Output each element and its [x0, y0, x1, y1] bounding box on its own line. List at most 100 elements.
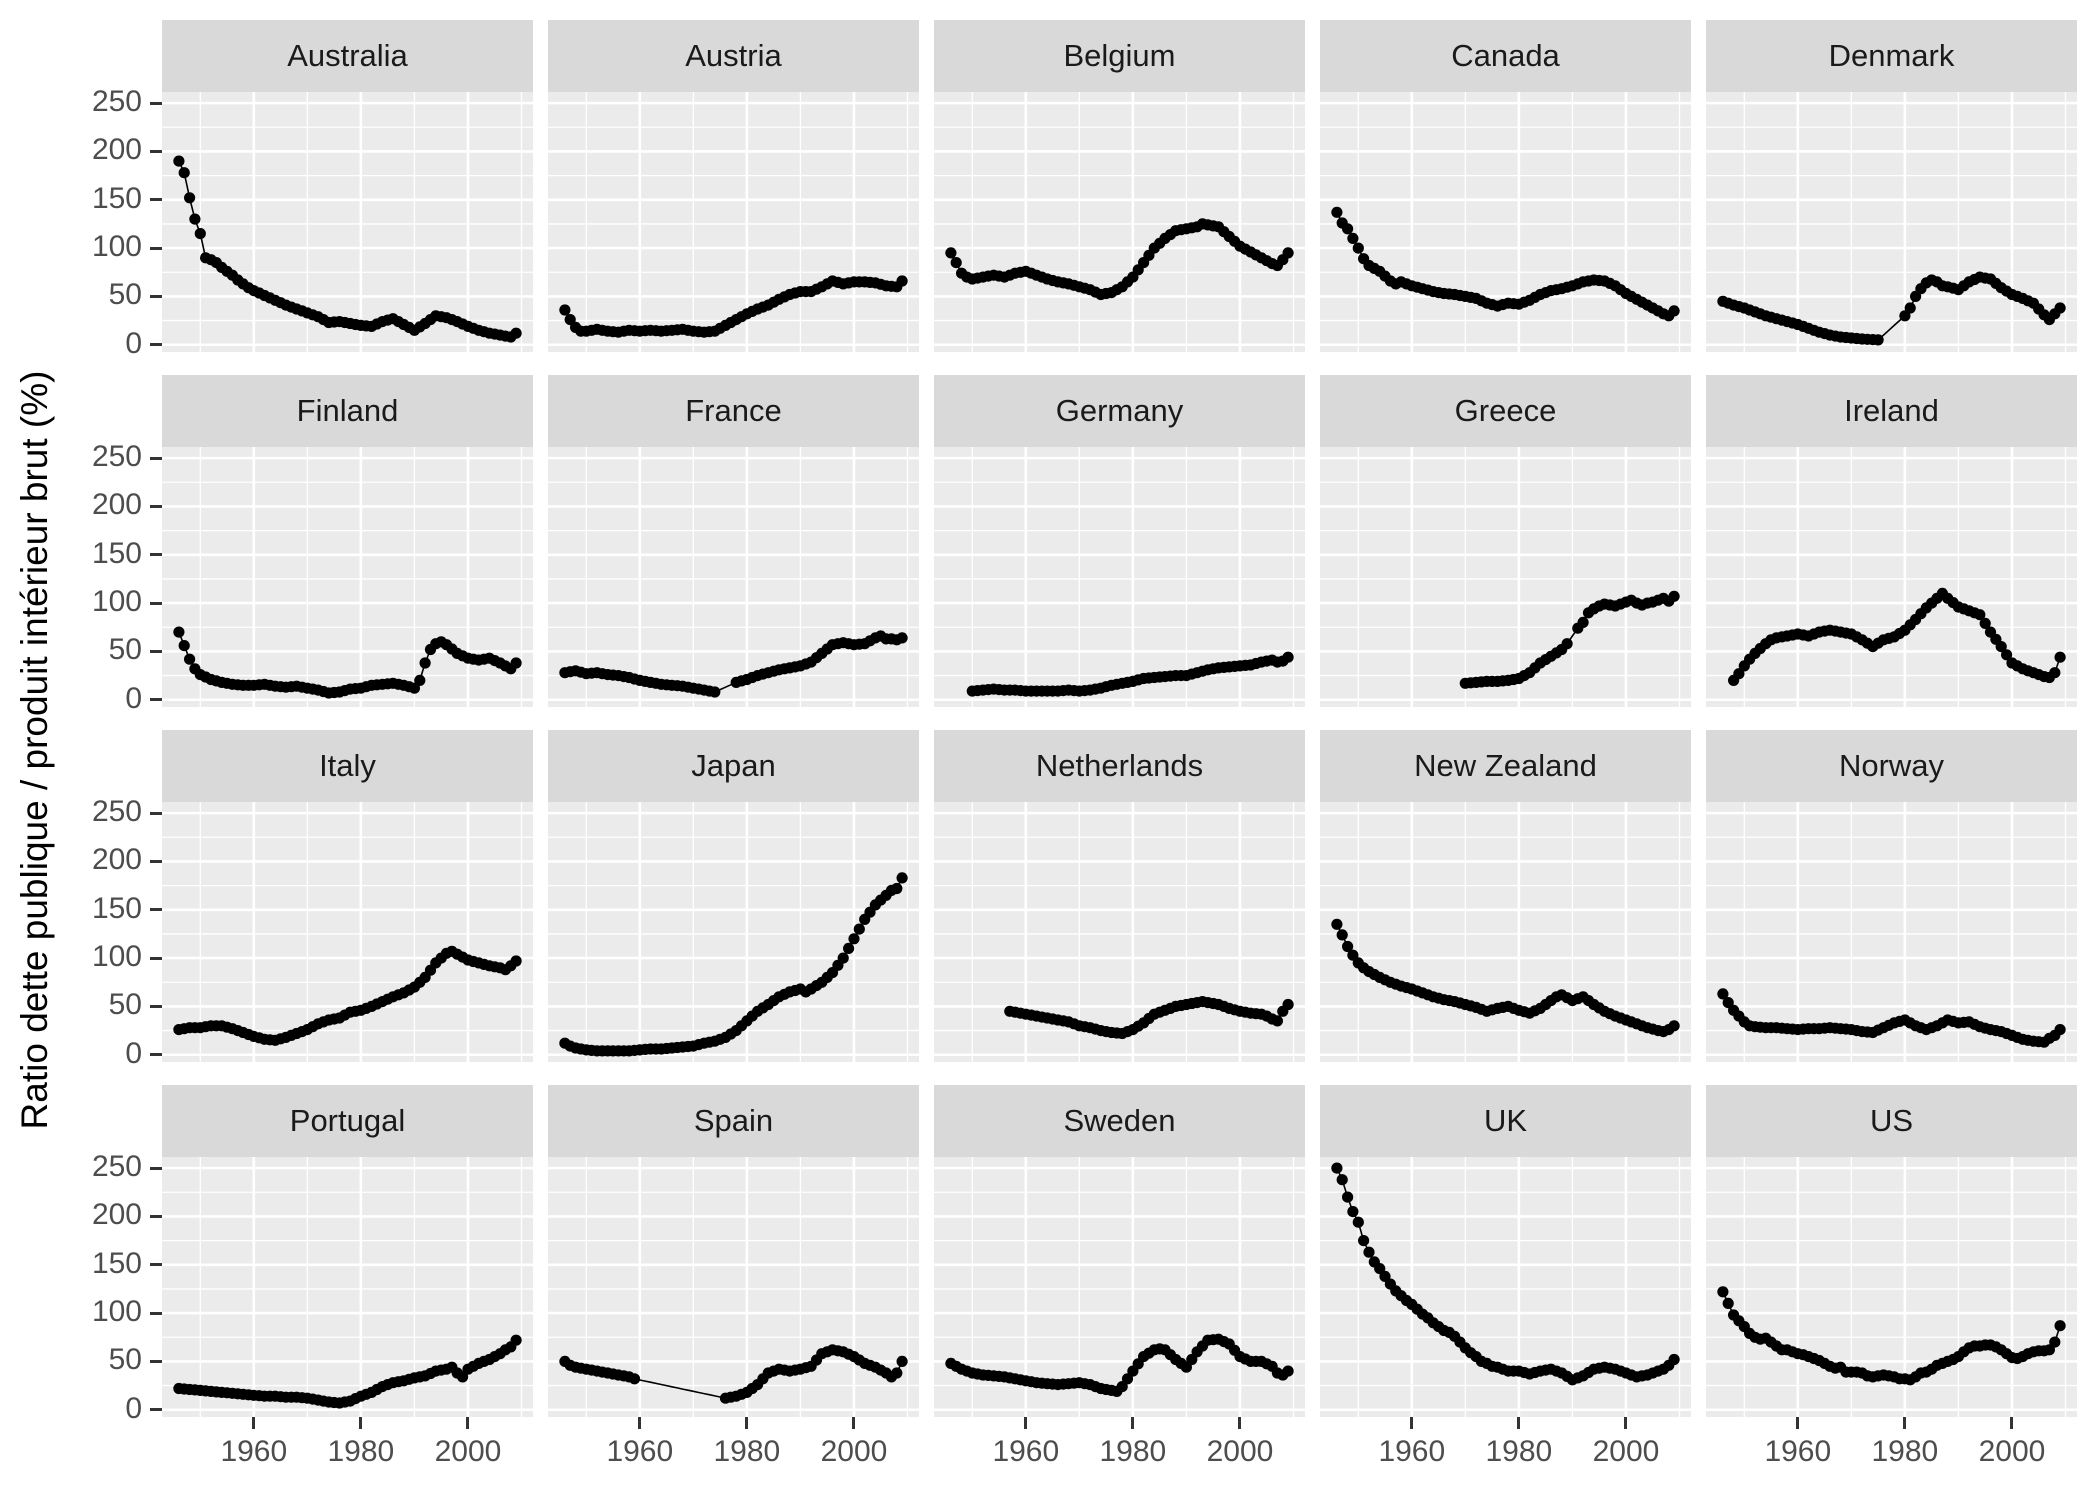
y-axis-tick: [150, 456, 162, 460]
x-axis-tick: [466, 1417, 470, 1429]
x-tick-label: 1960: [606, 1435, 674, 1468]
x-tick-label: 1980: [1099, 1435, 1167, 1468]
facet-title: US: [1869, 1103, 1914, 1138]
x-axis-tick: [638, 1417, 642, 1429]
facet-strip-austria: Austria: [548, 20, 919, 92]
y-tick-label: 50: [108, 633, 142, 667]
x-axis-tick: [252, 1417, 256, 1429]
facet-panel-belgium: [934, 92, 1305, 352]
y-tick-label: 50: [108, 278, 142, 312]
x-tick-label: 2000: [1592, 1435, 1660, 1468]
y-axis-tick: [150, 1263, 162, 1267]
y-tick-label: 150: [91, 181, 142, 215]
x-axis-tick: [1903, 1417, 1907, 1429]
facet-strip-norway: Norway: [1706, 730, 2077, 802]
facet-strip-uk: UK: [1320, 1085, 1691, 1157]
facet-panel-us: [1706, 1157, 2077, 1417]
facet-panel-greece: [1320, 447, 1691, 707]
y-axis-tick: [150, 101, 162, 105]
x-tick-label: 2000: [820, 1435, 888, 1468]
x-axis-tick: [745, 1417, 749, 1429]
x-axis-tick: [1024, 1417, 1028, 1429]
y-tick-label: 0: [125, 681, 142, 715]
facet-panel-denmark: [1706, 92, 2077, 352]
y-tick-label: 50: [108, 1343, 142, 1377]
facet-title: UK: [1483, 1103, 1528, 1138]
facet-title: Norway: [1838, 748, 1945, 783]
x-tick-label: 1960: [1378, 1435, 1446, 1468]
y-axis-tick: [150, 553, 162, 557]
facet-title: Spain: [693, 1103, 774, 1138]
facet-panel-portugal: [162, 1157, 533, 1417]
facet-strip-netherlands: Netherlands: [934, 730, 1305, 802]
facet-title: Australia: [287, 38, 408, 73]
facet-title: Portugal: [289, 1103, 406, 1138]
y-axis-tick: [150, 294, 162, 298]
facet-title: Japan: [691, 748, 776, 783]
facet-panel-france: [548, 447, 919, 707]
y-tick-label: 150: [91, 1246, 142, 1280]
y-axis-tick: [150, 504, 162, 508]
facet-panel-canada: [1320, 92, 1691, 352]
y-tick-label: 50: [108, 988, 142, 1022]
y-tick-label: 250: [91, 1150, 142, 1184]
facet-strip-portugal: Portugal: [162, 1085, 533, 1157]
facet-panel-germany: [934, 447, 1305, 707]
facet-strip-italy: Italy: [162, 730, 533, 802]
facet-title: Finland: [296, 393, 399, 428]
facet-panel-finland: [162, 447, 533, 707]
facet-strip-belgium: Belgium: [934, 20, 1305, 92]
facet-strip-us: US: [1706, 1085, 2077, 1157]
x-tick-label: 2000: [434, 1435, 502, 1468]
y-tick-label: 150: [91, 536, 142, 570]
y-tick-label: 200: [91, 133, 142, 167]
facet-title: Denmark: [1828, 38, 1955, 73]
facet-title: Sweden: [1063, 1103, 1176, 1138]
y-tick-label: 100: [91, 585, 142, 619]
x-axis-tick: [1410, 1417, 1414, 1429]
y-axis-tick: [150, 1408, 162, 1412]
facet-title: Greece: [1454, 393, 1557, 428]
facet-strip-greece: Greece: [1320, 375, 1691, 447]
y-axis-tick: [150, 198, 162, 202]
x-axis-tick: [359, 1417, 363, 1429]
y-tick-label: 0: [125, 1036, 142, 1070]
facet-strip-australia: Australia: [162, 20, 533, 92]
facet-panel-ireland: [1706, 447, 2077, 707]
x-tick-label: 2000: [1206, 1435, 1274, 1468]
x-tick-label: 1980: [1485, 1435, 1553, 1468]
x-tick-label: 1960: [1764, 1435, 1832, 1468]
x-axis-tick: [1131, 1417, 1135, 1429]
y-axis-tick: [150, 1359, 162, 1363]
facet-title: Germany: [1055, 393, 1184, 428]
y-tick-label: 100: [91, 940, 142, 974]
y-axis-tick: [150, 149, 162, 153]
x-axis-tick: [1238, 1417, 1242, 1429]
facet-panel-spain: [548, 1157, 919, 1417]
y-tick-label: 150: [91, 891, 142, 925]
facet-strip-france: France: [548, 375, 919, 447]
facet-title: Austria: [685, 38, 782, 73]
facet-strip-new-zealand: New Zealand: [1320, 730, 1691, 802]
y-tick-label: 200: [91, 488, 142, 522]
facet-strip-germany: Germany: [934, 375, 1305, 447]
y-axis-tick: [150, 859, 162, 863]
facet-strip-ireland: Ireland: [1706, 375, 2077, 447]
facet-title: Belgium: [1063, 38, 1176, 73]
y-axis-tick: [150, 1166, 162, 1170]
y-tick-label: 200: [91, 843, 142, 877]
x-tick-label: 1960: [220, 1435, 288, 1468]
facet-panel-norway: [1706, 802, 2077, 1062]
x-tick-label: 1980: [1871, 1435, 1939, 1468]
y-tick-label: 250: [91, 440, 142, 474]
facet-strip-japan: Japan: [548, 730, 919, 802]
y-tick-label: 250: [91, 85, 142, 119]
y-axis-tick: [150, 811, 162, 815]
facet-title: France: [685, 393, 782, 428]
y-axis-tick: [150, 343, 162, 347]
y-axis-tick: [150, 1214, 162, 1218]
facet-title: Italy: [319, 748, 376, 783]
facet-title: Canada: [1451, 38, 1560, 73]
y-axis-tick: [150, 1311, 162, 1315]
